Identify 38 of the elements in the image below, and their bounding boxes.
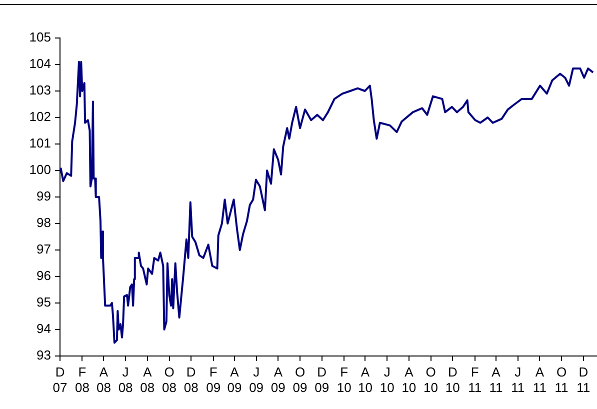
x-tick-label: O 08	[162, 364, 176, 395]
x-tick-label: F 10	[336, 364, 352, 395]
x-tick-label: A 09	[227, 364, 242, 395]
x-tick-label: D 08	[184, 364, 198, 395]
y-tick-label: 101	[29, 136, 51, 151]
x-tick-label: D 10	[445, 364, 460, 395]
x-tick-label: F 11	[468, 364, 482, 395]
y-tick-label: 99	[36, 188, 51, 204]
x-tick-label: O 10	[424, 364, 438, 395]
x-tick-label: F 08	[74, 364, 90, 395]
x-tick-label: A 08	[96, 364, 111, 395]
x-tick-label: A 10	[358, 364, 372, 395]
x-tick-label: A 11	[489, 364, 503, 395]
y-tick-label: 103	[29, 82, 51, 98]
x-tick-label: J 08	[118, 364, 133, 395]
x-tick-label: D 09	[314, 364, 330, 395]
y-tick-label: 95	[36, 294, 51, 310]
y-tick-label: 96	[36, 268, 51, 284]
x-tick-label: J 09	[249, 364, 264, 395]
x-tick-label: O 09	[292, 364, 308, 395]
y-tick-label: 105	[29, 30, 51, 45]
y-tick-label: 97	[36, 242, 51, 257]
y-tick-label: 104	[29, 56, 51, 72]
y-tick-label: 98	[36, 215, 51, 230]
x-tick-label: A 09	[270, 364, 286, 395]
x-tick-label: A 10	[402, 364, 416, 395]
y-tick-label: 100	[29, 162, 51, 178]
y-tick-label: 93	[36, 348, 51, 363]
y-tick-label: 94	[36, 321, 51, 336]
x-tick-label: D 11	[576, 364, 590, 395]
x-tick-label: J 11	[511, 364, 525, 395]
y-tick-label: 102	[29, 109, 51, 124]
x-tick-label: A 11	[532, 364, 546, 395]
x-tick-label: A 08	[140, 364, 155, 395]
x-tick-label: O 11	[554, 364, 568, 395]
x-tick-label: F 09	[206, 364, 221, 395]
x-tick-label: J 10	[380, 364, 394, 395]
x-tick-label: D 07	[52, 364, 68, 395]
